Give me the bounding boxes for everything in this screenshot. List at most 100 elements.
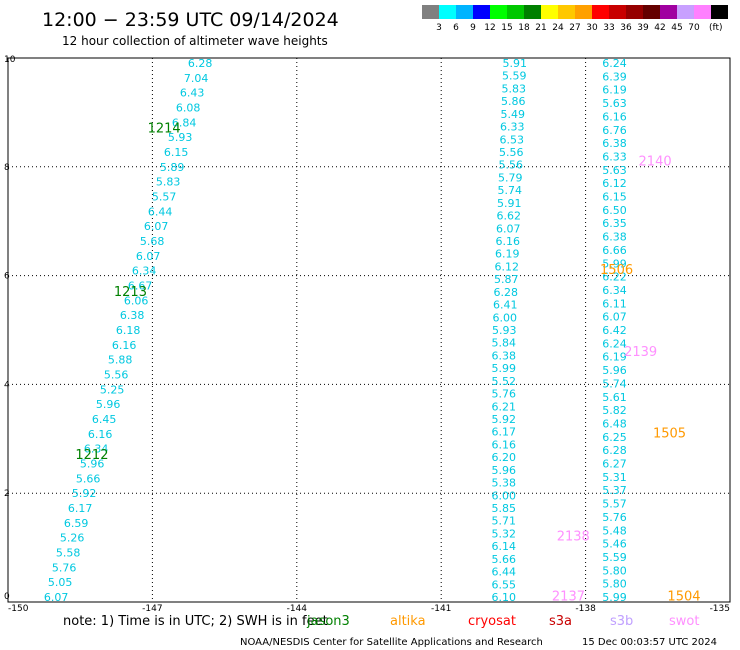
swh-value: 5.80 <box>602 564 627 577</box>
swh-value: 6.16 <box>602 110 627 123</box>
satellite-legend-item: cryosat <box>468 614 516 629</box>
swh-value: 6.39 <box>602 70 627 83</box>
color-swatch <box>473 5 490 19</box>
swh-value: 6.59 <box>64 517 89 530</box>
swh-value: 5.46 <box>602 538 627 551</box>
swh-value: 6.28 <box>188 57 213 70</box>
pass-label: 2139 <box>624 345 657 360</box>
color-swatch <box>660 5 677 19</box>
swh-value: 5.74 <box>498 184 523 197</box>
swh-tracks: 6.075.055.765.585.266.596.175.925.665.96… <box>44 57 627 604</box>
color-swatch <box>541 5 558 19</box>
swh-value: 6.17 <box>492 426 517 439</box>
swh-value: 5.66 <box>492 553 517 566</box>
color-swatch <box>609 5 626 19</box>
swh-value: 6.38 <box>602 137 627 150</box>
swh-value: 6.67 <box>128 280 153 293</box>
swh-value: 6.12 <box>495 260 520 273</box>
swh-value: 5.56 <box>104 369 129 382</box>
pass-label: 1212 <box>75 448 108 463</box>
swh-value: 5.99 <box>602 591 627 604</box>
color-swatch <box>524 5 541 19</box>
swh-value: 5.96 <box>96 398 121 411</box>
swh-value: 5.05 <box>48 576 73 589</box>
swh-value: 6.76 <box>602 124 627 137</box>
swh-value: 6.12 <box>602 177 627 190</box>
swh-value: 5.89 <box>160 161 185 174</box>
swh-value: 6.17 <box>68 502 93 515</box>
y-tick-label: 4 <box>4 380 10 390</box>
color-scale-legend: 3 6 9 12 15 18 21 24 27 30 33 36 39 42 45 70 <box>422 5 728 33</box>
swh-value: 5.76 <box>52 561 77 574</box>
color-swatch <box>626 5 643 19</box>
swh-value: 5.84 <box>492 337 517 350</box>
x-tick-label: -141 <box>431 604 451 614</box>
color-swatch <box>694 5 711 19</box>
color-swatch <box>507 5 524 19</box>
color-swatch <box>677 5 694 19</box>
swh-value: 5.52 <box>492 375 517 388</box>
swh-value: 6.33 <box>602 150 627 163</box>
swh-value: 5.63 <box>602 97 627 110</box>
swh-value: 5.80 <box>602 578 627 591</box>
satellite-legend-item: s3b <box>610 614 633 629</box>
x-tick-label: -147 <box>142 604 162 614</box>
color-scale-label: 6 <box>453 23 459 33</box>
y-tick-label: 2 <box>4 489 10 499</box>
swh-value: 6.08 <box>176 102 201 115</box>
satellite-legend-item: swot <box>669 614 699 629</box>
swh-value: 5.26 <box>60 532 85 545</box>
swh-value: 5.57 <box>152 191 177 204</box>
swh-value: 6.16 <box>492 438 517 451</box>
satellite-legend-item: altika <box>390 614 426 629</box>
swh-value: 5.71 <box>492 515 517 528</box>
swh-value: 5.83 <box>502 82 527 95</box>
swh-value: 5.91 <box>503 57 528 70</box>
swh-value: 5.93 <box>168 131 193 144</box>
page-title: 12:00 − 23:59 UTC 09/14/2024 <box>42 9 339 31</box>
x-tick-label: -144 <box>287 604 308 614</box>
swh-value: 5.66 <box>76 472 101 485</box>
color-swatch <box>592 5 609 19</box>
swh-value: 6.66 <box>602 244 627 257</box>
color-swatch <box>490 5 507 19</box>
swh-value: 6.55 <box>492 578 517 591</box>
swh-track: 6.106.556.445.666.145.325.715.856.005.38… <box>492 57 527 604</box>
color-swatch <box>439 5 456 19</box>
pass-label: 1213 <box>114 285 147 300</box>
swh-value: 6.35 <box>602 217 627 230</box>
swh-value: 6.34 <box>84 443 109 456</box>
color-scale-label: 21 <box>535 23 546 33</box>
color-swatch <box>422 5 439 19</box>
swh-value: 6.84 <box>172 116 197 129</box>
swh-value: 6.10 <box>492 591 517 604</box>
swh-value: 6.11 <box>602 297 627 310</box>
swh-value: 6.20 <box>492 451 517 464</box>
swh-value: 6.21 <box>492 400 517 413</box>
pass-label: 2140 <box>639 154 672 169</box>
chart-subtitle: 12 hour collection of altimeter wave hei… <box>62 34 328 48</box>
swh-value: 6.38 <box>602 231 627 244</box>
swh-value: 5.61 <box>602 391 627 404</box>
swh-value: 6.16 <box>496 235 521 248</box>
swh-value: 6.42 <box>602 324 627 337</box>
y-tick-label: 10 <box>4 55 16 65</box>
grid-lines <box>8 58 730 602</box>
swh-value: 5.92 <box>492 413 517 426</box>
swh-track: 6.075.055.765.585.266.596.175.925.665.96… <box>44 57 213 604</box>
swh-value: 6.38 <box>492 349 517 362</box>
pass-labels: 1212 1213 1214 1504 1505 1506 2137 2138 2139 2140 <box>75 122 700 605</box>
swh-value: 5.59 <box>502 70 527 83</box>
swh-value: 6.19 <box>602 84 627 97</box>
pass-label: 1506 <box>600 263 633 278</box>
swh-value: 5.85 <box>492 502 517 515</box>
swh-value: 5.74 <box>602 377 627 390</box>
color-scale-label: 42 <box>654 23 665 33</box>
swh-value: 6.19 <box>495 248 520 261</box>
swh-value: 6.16 <box>88 428 113 441</box>
pass-label: 2137 <box>552 590 585 605</box>
swh-value: 5.99 <box>602 257 627 270</box>
swh-value: 6.07 <box>44 591 69 604</box>
color-swatch <box>456 5 473 19</box>
